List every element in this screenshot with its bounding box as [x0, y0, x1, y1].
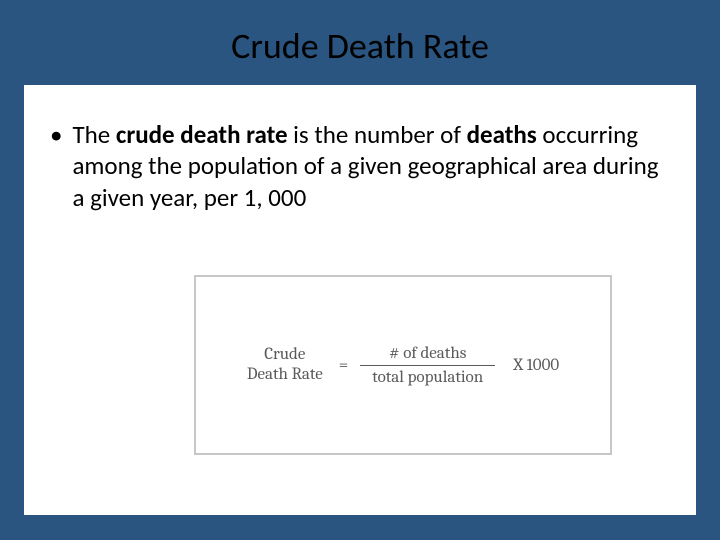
formula-label-line1: Crude	[247, 345, 323, 365]
slide-title: Crude Death Rate	[0, 24, 720, 68]
bullet-text-bold2: deaths	[467, 119, 537, 150]
formula-equals: =	[331, 356, 356, 375]
formula-fraction: # of deaths total population	[356, 344, 499, 387]
bullet-text-mid1: is the number of	[288, 119, 467, 150]
bullet-text: The crude death rate is the number of de…	[72, 119, 670, 213]
formula: Crude Death Rate = # of deaths total pop…	[247, 344, 559, 387]
formula-denominator: total population	[360, 365, 495, 387]
slide: Crude Death Rate • The crude death rate …	[0, 0, 720, 540]
formula-label-line2: Death Rate	[247, 365, 323, 385]
formula-numerator: # of deaths	[377, 344, 478, 365]
bullet-text-pre: The	[72, 119, 115, 150]
formula-box: Crude Death Rate = # of deaths total pop…	[194, 275, 612, 455]
bullet-text-bold1: crude death rate	[116, 119, 288, 150]
bullet-marker: •	[50, 119, 72, 213]
content-area: • The crude death rate is the number of …	[24, 85, 696, 515]
formula-label: Crude Death Rate	[247, 345, 331, 386]
formula-multiplier: X 1000	[499, 356, 559, 375]
bullet-item: • The crude death rate is the number of …	[50, 119, 670, 213]
bullet-block: • The crude death rate is the number of …	[50, 119, 670, 213]
